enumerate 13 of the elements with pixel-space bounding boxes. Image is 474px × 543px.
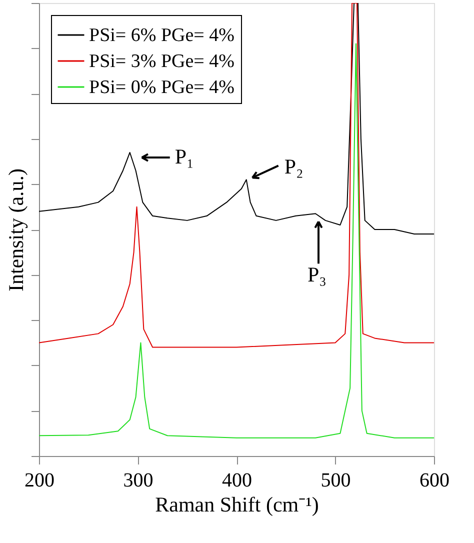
annotation: P₂ — [284, 154, 304, 179]
y-axis-title: Intensity (a.u.) — [4, 168, 28, 292]
x-tick-label: 400 — [222, 470, 252, 492]
x-tick-label: 200 — [24, 470, 54, 492]
x-tick-label: 500 — [320, 470, 351, 492]
legend-label: PSi= 0% PGe= 4% — [89, 77, 235, 98]
x-axis-title: Raman Shift (cm⁻¹) — [155, 492, 319, 516]
legend-label: PSi= 3% PGe= 4% — [89, 51, 235, 72]
legend-label: PSi= 6% PGe= 4% — [89, 25, 235, 46]
annotation: P₃ — [308, 262, 327, 287]
x-tick-label: 600 — [420, 470, 450, 492]
x-tick-label: 300 — [123, 470, 154, 492]
annotation: P₁ — [174, 144, 194, 168]
